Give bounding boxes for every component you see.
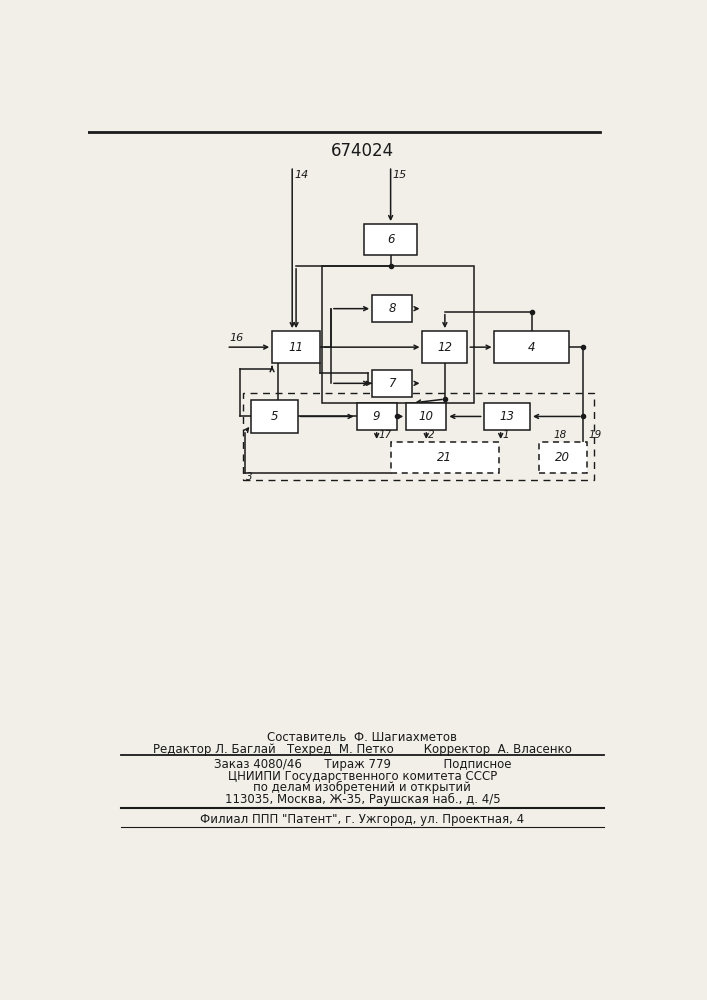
Bar — [484, 403, 530, 430]
Bar — [494, 331, 569, 363]
Bar — [272, 331, 320, 363]
Text: 4: 4 — [528, 341, 535, 354]
Text: 20: 20 — [555, 451, 570, 464]
Bar — [406, 403, 446, 430]
Text: 113035, Москва, Ж-35, Раушская наб., д. 4/5: 113035, Москва, Ж-35, Раушская наб., д. … — [225, 793, 500, 806]
Text: 2: 2 — [428, 430, 434, 440]
Bar — [372, 295, 412, 322]
Bar — [422, 331, 467, 363]
Text: 9: 9 — [373, 410, 380, 423]
Text: 1: 1 — [502, 430, 509, 440]
Bar — [243, 393, 595, 480]
Text: 3: 3 — [247, 472, 253, 482]
Text: 21: 21 — [438, 451, 452, 464]
Bar — [364, 224, 417, 255]
Text: Заказ 4080/46      Тираж 779              Подписное: Заказ 4080/46 Тираж 779 Подписное — [214, 758, 511, 771]
Text: 12: 12 — [438, 341, 452, 354]
Text: 674024: 674024 — [331, 142, 395, 160]
Text: 19: 19 — [588, 430, 602, 440]
Text: 6: 6 — [387, 233, 395, 246]
Text: 5: 5 — [271, 410, 278, 423]
Text: ЦНИИПИ Государственного комитета СССР: ЦНИИПИ Государственного комитета СССР — [228, 770, 497, 783]
Text: 18: 18 — [554, 430, 566, 440]
Bar — [391, 442, 499, 473]
Text: Филиал ППП "Патент", г. Ужгород, ул. Проектная, 4: Филиал ППП "Патент", г. Ужгород, ул. Про… — [200, 813, 525, 826]
Text: 15: 15 — [393, 170, 407, 180]
Text: Составитель  Ф. Шагиахметов: Составитель Ф. Шагиахметов — [267, 731, 457, 744]
Bar — [539, 442, 587, 473]
Bar — [251, 400, 298, 433]
Text: 14: 14 — [295, 170, 309, 180]
Text: 16: 16 — [230, 333, 244, 343]
Bar — [372, 370, 412, 397]
Text: по делам изобретений и открытий: по делам изобретений и открытий — [253, 781, 472, 794]
Text: 8: 8 — [388, 302, 396, 315]
Text: 11: 11 — [288, 341, 303, 354]
Bar — [322, 266, 474, 403]
Text: 13: 13 — [499, 410, 515, 423]
Bar — [356, 403, 397, 430]
Text: 17: 17 — [378, 430, 392, 440]
Text: 7: 7 — [388, 377, 396, 390]
Text: Редактор Л. Баглай   Техред  М. Петко        Корректор  А. Власенко: Редактор Л. Баглай Техред М. Петко Корре… — [153, 743, 572, 756]
Text: 10: 10 — [419, 410, 434, 423]
